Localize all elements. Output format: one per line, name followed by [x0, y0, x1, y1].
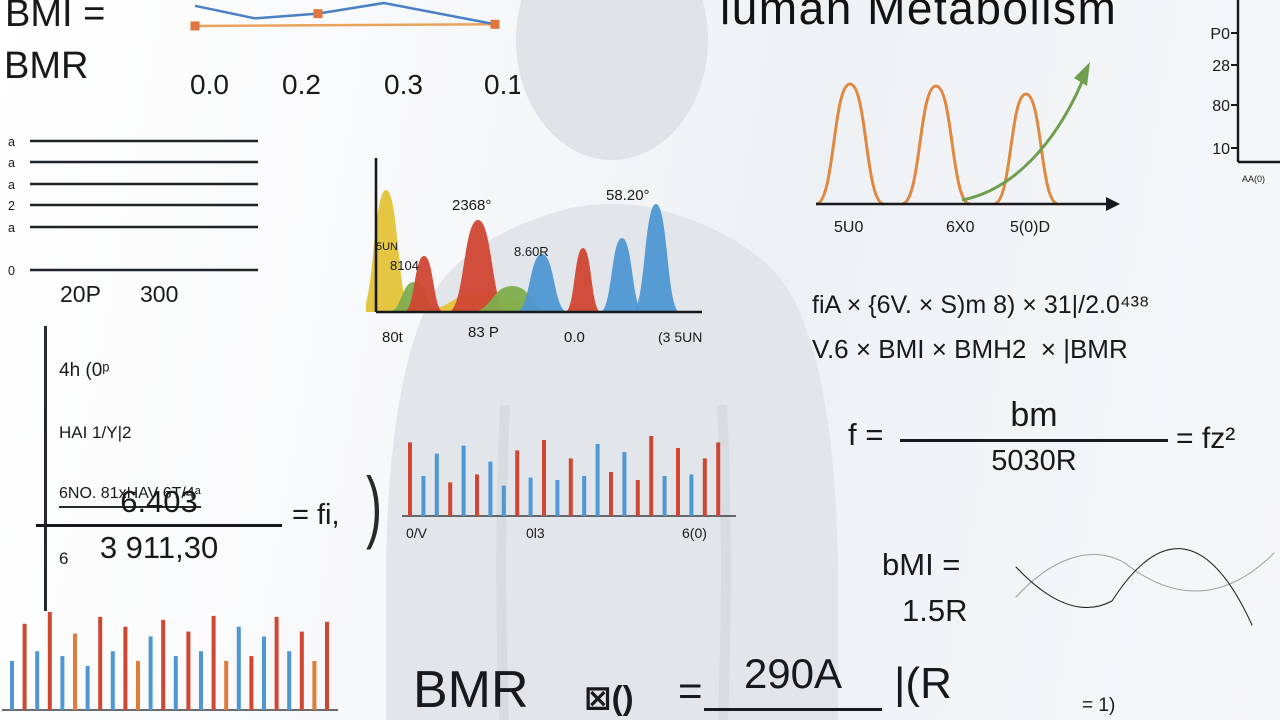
center_bars-svg: 0/V 0l3 6(0) [402, 436, 736, 541]
bmi-value: 1.5R [902, 593, 968, 628]
bmi_line-svg: 0.0 0.2 0.3 0.1 [190, 1, 523, 100]
peaks-area-chart: 5UN 8104 2368° 8.60R 58.20° 80t 83 P 0.0 (3 5UN [360, 152, 718, 352]
svg-text:0.0: 0.0 [190, 69, 229, 100]
svg-text:8.60R: 8.60R [514, 244, 549, 259]
svg-text:80t: 80t [382, 329, 404, 346]
notes-block: 4h (0ᵖ HAI 1/Y|2 6NO. 81xHAV 6T/4ᵃ 6 [44, 326, 201, 611]
svg-text:10: 10 [1212, 141, 1230, 158]
wave-curves-chart: 5U0 6X0 5(0)D [810, 34, 1140, 238]
note-line-underlined: 6NO. 81xHAV 6T/4ᵃ [59, 485, 201, 508]
bmi-value-label: bMI = [882, 547, 961, 582]
waves-svg: 5U0 6X0 5(0)D [815, 62, 1120, 236]
svg-text:AA(0): AA(0) [1242, 174, 1265, 184]
fraction-right-result: = fz² [1176, 422, 1236, 455]
svg-text:0/V: 0/V [406, 525, 428, 541]
svg-text:a: a [8, 221, 15, 235]
fraction-left-denominator: 3 911,30 [99, 530, 219, 565]
bmr-label: BMR [4, 45, 89, 87]
fraction-left-numerator: 6.403 [120, 484, 198, 519]
bmi-label: BMI = [5, 0, 106, 35]
fraction-left-result: = fi, [292, 499, 340, 531]
svg-text:a: a [8, 156, 15, 170]
svg-text:a: a [8, 178, 15, 192]
svg-text:83 P: 83 P [468, 324, 499, 341]
silhouette-head [516, 0, 708, 160]
svg-text:0l3: 0l3 [526, 525, 545, 541]
fraction-right-lhs: f = [848, 417, 884, 452]
svg-text:28: 28 [1212, 58, 1230, 75]
fraction-right-bar [900, 439, 1168, 442]
svg-text:0: 0 [8, 264, 15, 278]
svg-text:(3 5UN: (3 5UN [658, 329, 702, 345]
bottom-fraction: 290A [704, 650, 882, 714]
left-lines-chart: a a a 2 a 0 20P 300 [0, 128, 270, 308]
silhouette-left-arm-line [496, 404, 510, 720]
silhouette-right-arm-line [717, 404, 731, 720]
metabolism-formula-line-1: fiA × {6V. × S)m 8) × 31|/2.0⁴³⁸ [812, 291, 1150, 319]
page-title: luman Metabolism [720, 0, 1118, 34]
bottom-formula-symbol: ⊠() [584, 679, 634, 716]
svg-text:8104: 8104 [390, 258, 419, 273]
bottom-formula-bmr: BMR [413, 661, 529, 719]
svg-text:5(0)D: 5(0)D [1010, 219, 1050, 236]
svg-text:5UN: 5UN [376, 241, 398, 253]
svg-text:0.1: 0.1 [484, 69, 520, 100]
sine-svg [1015, 548, 1275, 626]
peaks-svg: 5UN 8104 2368° 8.60R 58.20° 80t 83 P 0.0 (3 5UN [360, 158, 702, 346]
bottom-fraction-bar [704, 708, 882, 711]
fraction-right-numerator: bm [1010, 396, 1058, 434]
note-line: HAI 1/Y|2 [59, 423, 132, 443]
bottom-formula-tail: |(R [894, 659, 952, 708]
bottom-fraction-numerator: 290A [743, 650, 843, 697]
fraction-left: 6.403 3 911,30 [36, 484, 282, 566]
right-mini-axis-chart: P0 28 80 10 AA(0) [1196, 0, 1280, 200]
bottom-right-small-text: = 1) [1082, 695, 1116, 716]
bottom-left-bar-chart [2, 596, 338, 720]
svg-text:0.0: 0.0 [564, 329, 585, 346]
large-parenthesis: ) [366, 461, 382, 550]
center-bar-chart: 0/V 0l3 6(0) [398, 418, 742, 546]
svg-text:0.2: 0.2 [282, 69, 321, 100]
note-line: 6 [59, 548, 69, 568]
bottom-formula-equals: = [678, 667, 703, 714]
svg-text:5U0: 5U0 [834, 219, 863, 236]
note-line: 4h (0ᵖ [59, 360, 110, 382]
svg-text:2: 2 [8, 199, 15, 213]
top-line-chart: 0.0 0.2 0.3 0.1 [160, 0, 523, 100]
svg-text:6(0): 6(0) [682, 525, 707, 541]
svg-text:300: 300 [140, 281, 178, 307]
svg-text:0.3: 0.3 [384, 69, 423, 100]
sine-wave-chart [1010, 505, 1280, 645]
svg-text:20P: 20P [60, 281, 101, 307]
svg-text:a: a [8, 135, 15, 149]
fraction-right-denominator: 5030R [991, 445, 1077, 477]
fraction-left-bar [36, 524, 282, 527]
right_axis-svg: P0 28 80 10 AA(0) [1210, 0, 1280, 184]
metabolism-formula-line-2: V.6 × BMI × BMH2 × |BMR [812, 334, 1128, 364]
svg-text:P0: P0 [1210, 26, 1230, 43]
svg-text:6X0: 6X0 [946, 219, 975, 236]
bottomleft_bars-svg [2, 612, 338, 711]
svg-text:58.20°: 58.20° [606, 187, 650, 204]
fraction-right: bm 5030R [900, 396, 1168, 478]
svg-text:2368°: 2368° [452, 197, 491, 214]
svg-text:80: 80 [1212, 98, 1230, 115]
